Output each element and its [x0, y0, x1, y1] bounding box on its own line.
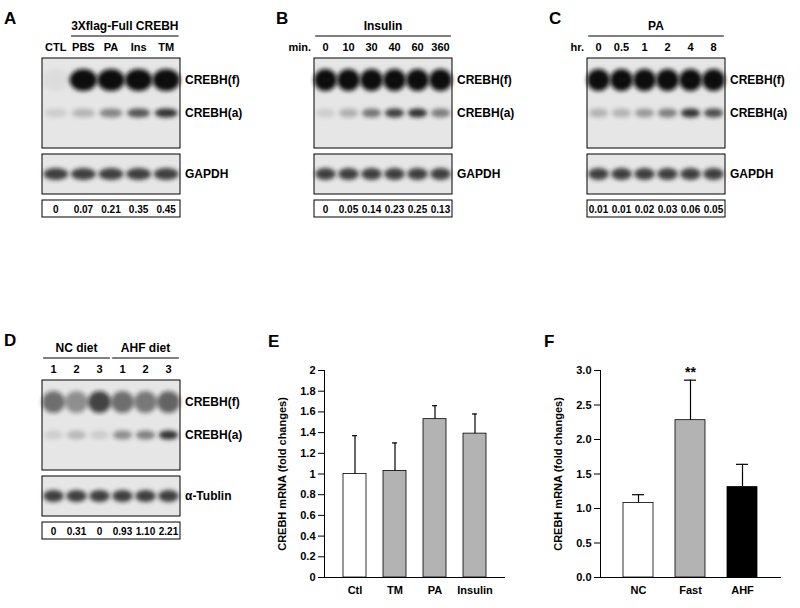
svg-text:0.5: 0.5 [576, 537, 591, 549]
svg-text:CREBH(a): CREBH(a) [730, 106, 787, 120]
svg-text:0.06: 0.06 [681, 204, 701, 215]
svg-text:1.6: 1.6 [300, 405, 315, 417]
svg-text:1: 1 [309, 468, 315, 480]
svg-text:4: 4 [687, 41, 694, 53]
svg-text:Ctl: Ctl [348, 584, 363, 596]
svg-text:TM: TM [158, 41, 174, 53]
svg-text:B: B [276, 9, 288, 28]
svg-text:1.0: 1.0 [576, 502, 591, 514]
svg-text:CREBH(f): CREBH(f) [185, 73, 240, 87]
svg-text:GAPDH: GAPDH [457, 167, 500, 181]
svg-text:360: 360 [431, 41, 449, 53]
svg-text:40: 40 [388, 41, 400, 53]
svg-text:0.2: 0.2 [300, 550, 315, 562]
svg-text:C: C [549, 9, 561, 28]
svg-text:PA: PA [104, 41, 119, 53]
svg-text:2: 2 [73, 363, 79, 375]
svg-text:CREBH(a): CREBH(a) [185, 106, 242, 120]
svg-text:0.45: 0.45 [156, 204, 176, 215]
svg-text:PBS: PBS [72, 41, 95, 53]
svg-text:0: 0 [323, 204, 329, 215]
svg-text:0.01: 0.01 [589, 204, 609, 215]
svg-text:Ins: Ins [131, 41, 147, 53]
svg-text:0.35: 0.35 [129, 204, 149, 215]
svg-text:0: 0 [309, 571, 315, 583]
svg-text:CREBH(f): CREBH(f) [457, 73, 512, 87]
svg-text:0.23: 0.23 [385, 204, 405, 215]
html-text:E: E [268, 332, 280, 351]
svg-text:PA: PA [648, 19, 664, 33]
svg-text:CREBH(a): CREBH(a) [457, 106, 514, 120]
svg-text:3: 3 [96, 363, 102, 375]
svg-text:2.0: 2.0 [576, 433, 591, 445]
svg-text:D: D [4, 331, 16, 350]
svg-text:2.21: 2.21 [159, 526, 179, 537]
svg-text:AHF: AHF [731, 584, 754, 596]
html-text:F: F [544, 332, 555, 351]
svg-text:2.5: 2.5 [576, 399, 591, 411]
svg-text:CTL: CTL [45, 41, 67, 53]
svg-text:0.6: 0.6 [300, 509, 315, 521]
svg-text:1: 1 [641, 41, 647, 53]
svg-text:1.4: 1.4 [300, 426, 316, 438]
svg-text:0.21: 0.21 [101, 204, 121, 215]
svg-text:1.2: 1.2 [300, 447, 315, 459]
svg-text:0.31: 0.31 [67, 526, 87, 537]
svg-text:GAPDH: GAPDH [185, 167, 228, 181]
svg-text:min.: min. [288, 41, 311, 53]
svg-text:0.02: 0.02 [635, 204, 655, 215]
svg-text:AHF diet: AHF diet [121, 341, 170, 355]
svg-text:CREBH(f): CREBH(f) [185, 395, 240, 409]
svg-text:8: 8 [710, 41, 716, 53]
svg-text:0: 0 [595, 41, 601, 53]
svg-text:0.05: 0.05 [339, 204, 359, 215]
svg-text:Insulin: Insulin [364, 19, 403, 33]
svg-text:0.01: 0.01 [612, 204, 632, 215]
svg-text:0.05: 0.05 [704, 204, 724, 215]
svg-text:2: 2 [142, 363, 148, 375]
svg-text:0.0: 0.0 [576, 571, 591, 583]
svg-text:CREBH(f): CREBH(f) [730, 73, 785, 87]
svg-text:1: 1 [50, 363, 56, 375]
svg-text:0.8: 0.8 [300, 488, 315, 500]
svg-text:0: 0 [97, 526, 103, 537]
svg-text:1.8: 1.8 [300, 385, 315, 397]
svg-text:CREBH mRNA (fold changes): CREBH mRNA (fold changes) [552, 397, 564, 551]
svg-text:0.07: 0.07 [74, 204, 94, 215]
svg-text:A: A [4, 9, 16, 28]
svg-text:1.5: 1.5 [576, 468, 591, 480]
svg-text:3: 3 [165, 363, 171, 375]
svg-text:1.10: 1.10 [136, 526, 156, 537]
svg-text:0.25: 0.25 [408, 204, 428, 215]
svg-text:0: 0 [53, 204, 59, 215]
svg-text:hr.: hr. [571, 41, 584, 53]
svg-text:10: 10 [342, 41, 354, 53]
svg-text:1: 1 [119, 363, 125, 375]
svg-text:NC: NC [631, 584, 647, 596]
svg-text:0.4: 0.4 [300, 530, 316, 542]
svg-text:Insulin: Insulin [457, 584, 493, 596]
svg-text:2: 2 [664, 41, 670, 53]
svg-text:CREBH(a): CREBH(a) [185, 428, 242, 442]
svg-text:NC diet: NC diet [56, 341, 98, 355]
svg-text:GAPDH: GAPDH [730, 167, 773, 181]
svg-text:0.03: 0.03 [658, 204, 678, 215]
svg-text:0: 0 [51, 526, 57, 537]
svg-text:α-Tublin: α-Tublin [185, 489, 231, 503]
svg-text:30: 30 [365, 41, 377, 53]
svg-text:Fast: Fast [679, 584, 702, 596]
svg-text:60: 60 [411, 41, 423, 53]
svg-text:3Xflag-Full CREBH: 3Xflag-Full CREBH [71, 19, 178, 33]
svg-text:0: 0 [322, 41, 328, 53]
svg-text:0.93: 0.93 [113, 526, 133, 537]
svg-text:CREBH mRNA (fold changes): CREBH mRNA (fold changes) [276, 397, 288, 551]
svg-text:PA: PA [428, 584, 443, 596]
svg-text:TM: TM [387, 584, 403, 596]
svg-text:0.5: 0.5 [614, 41, 629, 53]
svg-text:3.0: 3.0 [576, 364, 591, 376]
svg-text:**: ** [685, 364, 696, 380]
svg-text:2: 2 [309, 364, 315, 376]
svg-text:0.14: 0.14 [362, 204, 382, 215]
svg-text:0.13: 0.13 [431, 204, 451, 215]
